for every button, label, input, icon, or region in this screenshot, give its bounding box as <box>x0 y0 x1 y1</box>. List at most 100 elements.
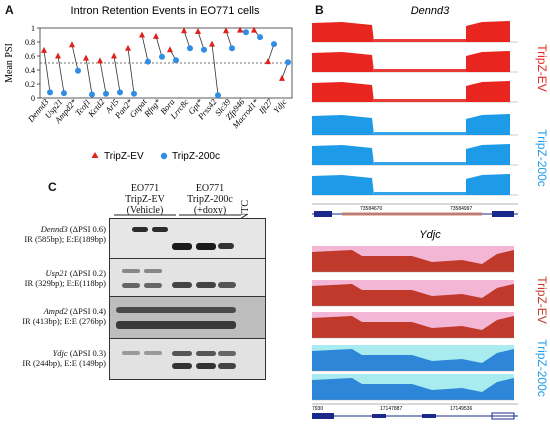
point-200c <box>215 92 221 99</box>
connector-line <box>225 30 233 49</box>
legend-label-200c: TripZ-200c <box>172 151 220 162</box>
panel-a-letter: A <box>5 3 14 17</box>
point-ev <box>69 41 75 48</box>
point-ev <box>209 40 215 47</box>
gel-row-label-dennd3: Dennd3 (ΔPSI 0.6) IR (585bp); E:E(189bp) <box>2 224 106 244</box>
gene-title-top: Dennd3 <box>411 5 450 17</box>
gel-header-ntc: NTC <box>240 188 260 220</box>
gel-image-ampd2 <box>109 296 266 340</box>
y-tick-label: 0.2 <box>25 80 35 89</box>
point-ev <box>97 57 103 64</box>
point-200c <box>173 57 179 64</box>
gel-band <box>144 283 162 288</box>
point-ev <box>167 46 173 53</box>
point-200c <box>47 89 53 96</box>
connector-line <box>99 60 107 94</box>
gel-band <box>144 269 162 273</box>
coord-label: 17149536 <box>450 406 472 412</box>
gel-row-dpsi-dennd3: (ΔPSI 0.6) <box>67 224 106 234</box>
point-200c <box>257 34 263 41</box>
point-ev <box>237 26 243 33</box>
gel-band <box>122 269 140 273</box>
ydjc-200c-2-coverage <box>312 378 514 400</box>
point-200c <box>285 59 291 66</box>
gel-header-doxy-line1: EO771 <box>195 183 225 194</box>
point-200c <box>229 45 235 52</box>
dennd3-200c-3-exon-left <box>312 175 374 195</box>
dennd3-ev-1-exon-right <box>466 21 510 42</box>
gel-band <box>172 351 192 356</box>
gel-row-gene-dennd3: Dennd3 <box>40 224 68 234</box>
connector-line <box>113 55 121 93</box>
point-200c <box>159 53 165 60</box>
dennd3-ev-1-intron <box>374 39 466 42</box>
panel-a-chart: Intron Retention Events in EO771 cells 0 0… <box>4 5 293 162</box>
gel-row-gene-ydjc: Ydjc <box>52 348 68 358</box>
gel-row-dpsi-ydjc: (ΔPSI 0.3) <box>67 348 106 358</box>
gel-header-doxy-underline <box>179 214 241 216</box>
gel-row-sizes-ampd2: IR (413bp); E:E (276bp) <box>22 316 106 326</box>
dennd3-ev-2-intron <box>374 69 466 72</box>
chart-title: Intron Retention Events in EO771 cells <box>71 5 260 17</box>
gel-image-dennd3 <box>109 218 266 260</box>
y-tick-label: 0.6 <box>25 52 35 61</box>
gel-row-sizes-usp21: IR (329bp); E:E(118bp) <box>24 278 106 288</box>
point-200c <box>89 91 95 98</box>
coord-label: 17147887 <box>380 406 402 412</box>
point-200c <box>103 90 109 97</box>
point-200c <box>243 29 249 36</box>
connector-line <box>141 34 149 62</box>
gel-row-dpsi-usp21: (ΔPSI 0.2) <box>67 268 106 278</box>
connector-line <box>57 55 65 94</box>
gel-band <box>172 282 192 288</box>
gene-title-bottom: Ydjc <box>419 229 441 241</box>
gel-band <box>132 227 148 232</box>
point-ev <box>41 46 47 53</box>
track-label-ev-bottom: TripZ-EV <box>535 276 549 324</box>
dennd3-200c-1-exon-left <box>312 115 374 135</box>
point-ev <box>125 44 131 51</box>
coord-label: 7930 <box>312 406 323 412</box>
gel-row-label-usp21: Usp21 (ΔPSI 0.2) IR (329bp); E:E(118bp) <box>2 268 106 288</box>
gene-model-exon <box>422 414 436 418</box>
gel-band <box>218 282 236 288</box>
panel-b-letter: B <box>315 3 324 17</box>
point-ev <box>279 74 285 81</box>
track-label-200c-bottom: TripZ-200c <box>535 339 549 397</box>
gel-band <box>218 363 236 369</box>
connector-line <box>197 31 205 50</box>
ydjc-200c-1-coverage <box>312 349 514 371</box>
gel-band <box>144 351 162 355</box>
y-tick-label: 0 <box>31 94 35 103</box>
gel-image-usp21 <box>109 258 266 298</box>
ydjc-ev-2-coverage <box>312 284 514 306</box>
legend-label-ev: TripZ-EV <box>104 151 144 162</box>
gel-band <box>122 283 140 288</box>
point-200c <box>271 41 277 48</box>
category-label: Ydjc <box>271 97 289 115</box>
y-axis-label: Mean PSI <box>4 43 15 83</box>
gel-header-vehicle-line1: EO771 <box>130 183 160 194</box>
dennd3-200c-3-exon-right <box>466 174 510 195</box>
gel-row-sizes-ydjc: IR (244bp), E:E (149bp) <box>22 358 106 368</box>
dennd3-ev-3-exon-right <box>466 81 510 102</box>
point-ev <box>139 31 145 38</box>
gene-model-exon <box>491 412 515 420</box>
ydjc-ev-3-coverage <box>312 316 514 338</box>
connector-line <box>71 44 79 71</box>
dennd3-200c-3-intron <box>374 192 466 195</box>
gel-row-dpsi-ampd2: (ΔPSI 0.4) <box>67 306 106 316</box>
panel-b-sashimi: Dennd3 TripZ-EV TripZ-200c 73584670 73584997… <box>312 5 549 420</box>
point-ev <box>55 52 61 59</box>
connector-line <box>211 44 219 96</box>
gel-header-doxy-line2: TripZ-200c <box>187 194 233 205</box>
gel-row-gene-ampd2: Ampd2 <box>43 306 68 316</box>
connector-line <box>127 48 135 94</box>
connector-line <box>155 36 163 57</box>
gel-header-vehicle-line2: TripZ-EV <box>125 194 165 205</box>
connector-line <box>43 50 51 93</box>
gel-image-ydjc <box>109 338 266 380</box>
y-tick-label: 0.4 <box>25 66 35 75</box>
point-ev <box>223 27 229 34</box>
dennd3-ev-3-exon-left <box>312 82 374 102</box>
